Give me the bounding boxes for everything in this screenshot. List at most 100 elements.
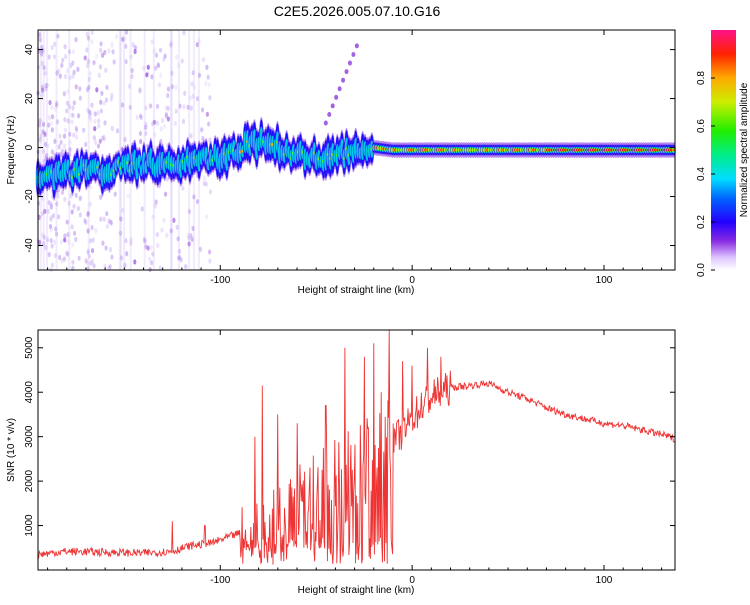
noise-blob — [110, 221, 114, 227]
noise-blob — [90, 258, 95, 264]
noise-blob — [86, 212, 90, 218]
y-tick-label: -20 — [24, 189, 35, 204]
noise-blob — [58, 73, 62, 79]
y-tick-label: 1000 — [24, 514, 35, 537]
noise-blob — [138, 130, 143, 137]
snr-frame — [37, 329, 676, 571]
noise-blob — [191, 70, 195, 76]
noise-blob — [153, 144, 157, 151]
noise-blob — [45, 237, 50, 243]
noise-blob — [86, 35, 91, 41]
noise-blob — [60, 148, 64, 154]
noise-blob — [57, 144, 61, 150]
noise-blob — [96, 110, 100, 116]
noise-blob — [89, 260, 93, 266]
noise-blob — [169, 42, 173, 48]
noise-blob — [143, 238, 147, 244]
noise-blob — [67, 49, 72, 55]
noise-blob — [119, 216, 123, 222]
noise-blob — [38, 239, 42, 246]
noise-blob — [62, 143, 67, 149]
noise-blob — [131, 42, 135, 48]
colorbar-tick-label: 0.8 — [696, 71, 707, 85]
noise-blob — [101, 240, 105, 246]
noise-blob — [77, 255, 81, 261]
colorbar-gradient — [711, 30, 736, 270]
noise-blob — [89, 184, 93, 190]
noise-blob — [208, 249, 212, 255]
artifact-blob — [351, 51, 356, 57]
noise-blob — [89, 117, 93, 123]
noise-blob — [139, 138, 143, 145]
noise-blob — [124, 59, 128, 65]
noise-blob — [165, 176, 169, 182]
noise-blob — [40, 92, 44, 98]
noise-blob — [92, 263, 96, 269]
noise-blob — [41, 211, 45, 217]
noise-blob — [59, 239, 63, 245]
noise-blob — [152, 119, 156, 125]
noise-blob — [166, 86, 171, 92]
noise-blob — [78, 195, 82, 201]
snr-y-ticks: 1000 2000 3000 4000 5000 — [24, 336, 675, 537]
noise-blob — [44, 83, 48, 89]
noise-blob — [103, 120, 107, 126]
noise-blob — [84, 219, 88, 226]
noise-blob — [119, 255, 123, 261]
noise-blob — [107, 218, 111, 224]
noise-blob — [71, 259, 75, 265]
noise-blob — [165, 232, 169, 239]
noise-blob — [166, 105, 170, 111]
noise-blob — [105, 211, 109, 217]
noise-blob — [71, 265, 75, 271]
noise-blob — [142, 236, 147, 242]
noise-blob — [63, 117, 67, 123]
noise-blob — [98, 138, 102, 144]
noise-blob — [74, 37, 78, 43]
noise-blob — [50, 127, 54, 133]
colorbar-tick-label: 0.2 — [696, 215, 707, 229]
noise-blob — [103, 136, 107, 143]
noise-blob — [130, 73, 134, 80]
noise-blob — [54, 226, 58, 232]
noise-blob — [187, 235, 191, 241]
artifact-blob — [341, 77, 346, 83]
noise-blob — [74, 192, 78, 198]
noise-blob — [68, 131, 72, 137]
noise-blob — [67, 104, 72, 110]
noise-blob — [54, 102, 59, 108]
noise-blob — [71, 60, 75, 66]
noise-blob — [176, 62, 180, 69]
noise-blob — [56, 33, 60, 39]
noise-blob — [193, 84, 197, 90]
noise-blob — [57, 68, 61, 74]
noise-blob — [121, 207, 125, 213]
spectrogram-x-ticks: -100 0 100 — [47, 30, 663, 286]
noise-blob — [163, 53, 167, 59]
noise-blob — [56, 193, 60, 199]
noise-blob — [63, 237, 67, 243]
noise-blob — [88, 71, 93, 77]
noise-blob — [71, 105, 75, 111]
noise-blob — [54, 231, 59, 237]
noise-blob — [105, 223, 109, 229]
noise-blob — [90, 247, 95, 254]
noise-blob — [63, 233, 67, 239]
noise-blob — [189, 105, 193, 111]
x-tick-label: 100 — [596, 575, 613, 586]
noise-blob — [41, 129, 45, 135]
noise-blob — [50, 149, 54, 155]
noise-blob — [98, 64, 103, 70]
noise-blob — [149, 245, 153, 251]
y-tick-label: 2000 — [24, 470, 35, 493]
noise-blob — [65, 100, 70, 106]
figure-title: C2E5.2026.005.07.10.G16 — [274, 3, 441, 19]
noise-blob — [90, 29, 94, 36]
noise-blob — [70, 224, 74, 230]
noise-blob — [49, 204, 53, 210]
noise-blob — [174, 84, 178, 90]
noise-blob — [50, 262, 55, 268]
noise-blob — [124, 29, 129, 35]
snr-series-line — [37, 329, 675, 565]
noise-blob — [85, 62, 90, 68]
